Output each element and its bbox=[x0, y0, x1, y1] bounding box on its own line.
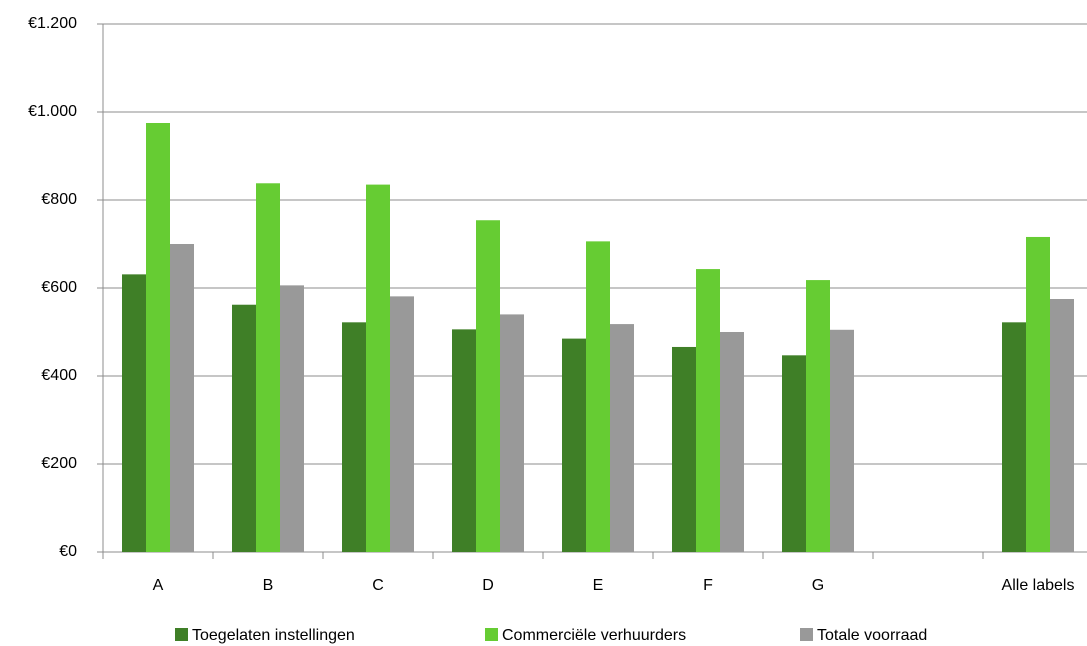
bar bbox=[146, 123, 170, 552]
legend-swatch bbox=[175, 628, 188, 641]
bar bbox=[1002, 322, 1026, 552]
legend-label: Commerciële verhuurders bbox=[502, 627, 686, 644]
x-tick-label: E bbox=[593, 577, 604, 594]
x-tick-label: B bbox=[263, 577, 274, 594]
x-tick-label: D bbox=[482, 577, 494, 594]
y-tick-label: €800 bbox=[41, 191, 77, 208]
bar bbox=[232, 304, 256, 552]
bar bbox=[1026, 236, 1050, 552]
y-tick-label: €600 bbox=[41, 279, 77, 296]
legend-label: Toegelaten instellingen bbox=[192, 627, 355, 644]
y-tick-label: €1.000 bbox=[28, 103, 77, 120]
legend-swatch bbox=[800, 628, 813, 641]
bar bbox=[696, 269, 720, 552]
x-tick-label: F bbox=[703, 577, 713, 594]
bar bbox=[586, 241, 610, 553]
legend-label: Totale voorraad bbox=[817, 627, 927, 644]
bar bbox=[562, 338, 586, 552]
bar bbox=[806, 280, 830, 552]
bar bbox=[782, 355, 806, 552]
y-tick-label: €200 bbox=[41, 455, 77, 472]
bar bbox=[256, 183, 280, 552]
bar bbox=[476, 220, 500, 553]
y-tick-label: €0 bbox=[59, 543, 77, 560]
bar bbox=[720, 332, 744, 552]
bar bbox=[830, 329, 854, 552]
bar bbox=[170, 244, 194, 552]
y-tick-label: €1.200 bbox=[28, 15, 77, 32]
bar bbox=[280, 285, 304, 552]
legend-swatch bbox=[485, 628, 498, 641]
bar bbox=[610, 324, 634, 552]
x-tick-label: Alle labels bbox=[1002, 577, 1075, 594]
bar bbox=[390, 296, 414, 552]
bar bbox=[500, 314, 524, 552]
bar bbox=[672, 346, 696, 552]
bar bbox=[122, 274, 146, 552]
x-tick-label: A bbox=[153, 577, 164, 594]
bar bbox=[1050, 299, 1074, 552]
x-tick-label: C bbox=[372, 577, 384, 594]
bar bbox=[366, 184, 390, 552]
bar bbox=[342, 322, 366, 552]
bar bbox=[452, 329, 476, 552]
y-tick-label: €400 bbox=[41, 367, 77, 384]
x-tick-label: G bbox=[812, 577, 824, 594]
